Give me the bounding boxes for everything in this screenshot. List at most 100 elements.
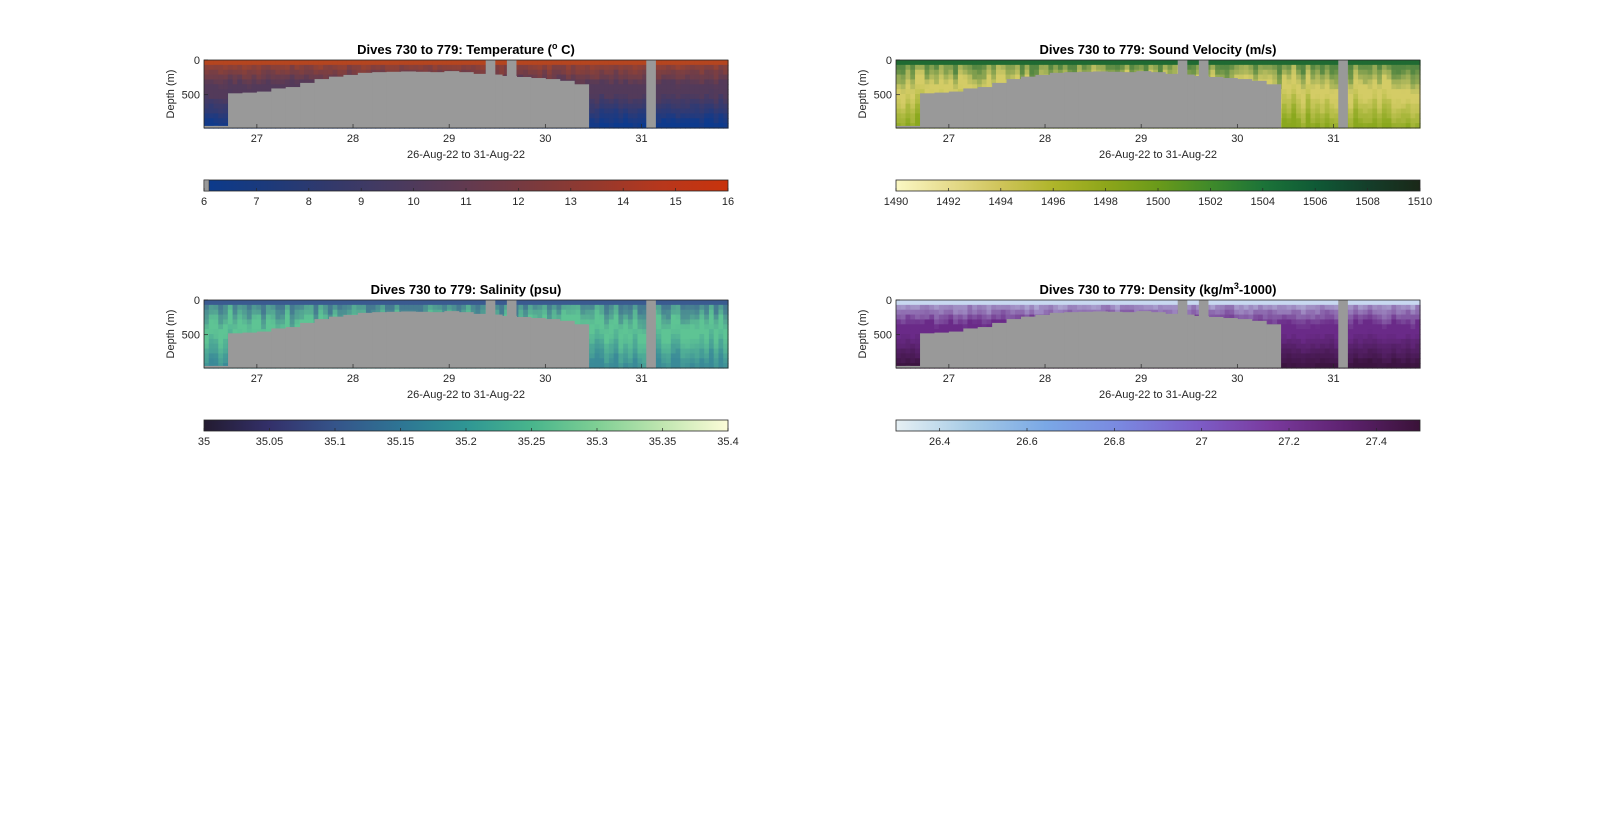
heatmap-cell: [1277, 60, 1283, 66]
heatmap-cell: [704, 60, 710, 66]
heatmap-cell: [685, 108, 691, 115]
colorbar-tick-label: 8: [306, 196, 312, 208]
heatmap-cell: [542, 69, 548, 76]
seafloor-step: [1093, 71, 1109, 128]
heatmap-cell: [232, 69, 238, 76]
heatmap-cell: [337, 309, 343, 316]
heatmap-cell: [1377, 123, 1383, 129]
heatmap-cell: [708, 343, 715, 350]
heatmap-cell: [1210, 64, 1216, 71]
heatmap-cell: [227, 329, 234, 335]
heatmap-cell: [1224, 74, 1231, 81]
heatmap-cell: [627, 338, 634, 345]
heatmap-cell: [223, 324, 229, 330]
heatmap-cell: [246, 89, 253, 95]
heatmap-cell: [1319, 64, 1326, 71]
heatmap-cell: [256, 304, 262, 311]
heatmap-cell: [661, 329, 667, 335]
heatmap-cell: [637, 358, 643, 364]
heatmap-cell: [637, 69, 643, 76]
heatmap-cell: [589, 69, 596, 76]
heatmap-cell: [900, 300, 907, 306]
heatmap-cell: [1281, 94, 1288, 100]
heatmap-cell: [627, 358, 634, 364]
heatmap-cell: [608, 103, 615, 110]
heatmap-cell: [627, 84, 634, 90]
heatmap-cell: [265, 84, 272, 90]
colorbar-tick-label: 1500: [1146, 196, 1170, 208]
heatmap-cell: [1410, 113, 1416, 119]
heatmap-cell: [704, 98, 710, 105]
heatmap-cell: [1334, 118, 1340, 124]
heatmap-cell: [708, 334, 715, 340]
heatmap-cell: [599, 304, 605, 311]
heatmap-cell: [275, 324, 281, 330]
heatmap-cell: [208, 94, 215, 100]
heatmap-cell: [232, 319, 238, 325]
heatmap-cell: [613, 103, 620, 110]
heatmap-cell: [618, 64, 624, 71]
heatmap-cell: [1115, 64, 1121, 71]
heatmap-cell: [905, 363, 911, 369]
heatmap-cell: [1315, 113, 1321, 119]
heatmap-cell: [546, 64, 553, 71]
heatmap-cell: [1158, 64, 1164, 71]
heatmap-cell: [1381, 89, 1388, 95]
heatmap-cell: [1377, 60, 1383, 66]
seafloor-step: [256, 331, 272, 368]
heatmap-cell: [991, 69, 997, 76]
heatmap-cell: [704, 94, 710, 100]
heatmap-cell: [213, 329, 219, 335]
heatmap-cell: [1391, 74, 1397, 81]
heatmap-cell: [957, 60, 964, 66]
heatmap-cell: [218, 348, 224, 355]
heatmap-cell: [575, 69, 581, 76]
heatmap-cell: [208, 74, 215, 81]
heatmap-cell: [1305, 94, 1312, 100]
heatmap-cell: [1034, 60, 1040, 66]
temperature-chart: Dives 730 to 779: Temperature (o C)27 28 2…: [165, 41, 734, 208]
heatmap-cell: [934, 74, 940, 81]
heatmap-cell: [718, 60, 724, 66]
heatmap-cell: [251, 309, 257, 316]
heatmap-cell: [575, 309, 581, 316]
heatmap-cell: [991, 79, 997, 85]
heatmap-cell: [1310, 123, 1316, 129]
heatmap-cell: [627, 69, 634, 76]
x-tick-label: 31: [635, 133, 647, 145]
heatmap-cell: [661, 89, 667, 95]
heatmap-cell: [1358, 118, 1364, 124]
heatmap-cell: [1286, 79, 1292, 85]
heatmap-cell: [670, 309, 677, 316]
heatmap-cell: [608, 353, 615, 359]
heatmap-cell: [342, 64, 348, 71]
heatmap-cell: [943, 74, 949, 81]
heatmap-cell: [342, 300, 348, 306]
heatmap-cell: [915, 329, 921, 335]
heatmap-cell: [213, 94, 219, 100]
heatmap-cell: [1396, 94, 1402, 100]
heatmap-cell: [623, 64, 629, 71]
heatmap-cell: [1215, 64, 1221, 71]
heatmap-cell: [637, 98, 643, 105]
heatmap-cell: [910, 74, 916, 81]
heatmap-cell: [1372, 118, 1378, 124]
heatmap-cell: [566, 309, 572, 316]
heatmap-cell: [670, 123, 677, 129]
seafloor-step: [920, 93, 935, 128]
heatmap-cell: [1324, 123, 1331, 129]
heatmap-cell: [594, 348, 600, 355]
heatmap-cell: [575, 314, 581, 321]
heatmap-cell: [246, 300, 253, 306]
heatmap-cell: [896, 123, 902, 129]
heatmap-cell: [542, 309, 548, 316]
heatmap-cell: [938, 309, 945, 316]
heatmap-cell: [1391, 98, 1397, 105]
heatmap-cell: [713, 94, 720, 100]
heatmap-cell: [604, 314, 610, 321]
heatmap-cell: [223, 343, 229, 350]
heatmap-cell: [1391, 108, 1397, 115]
heatmap-cell: [1386, 123, 1393, 129]
heatmap-cell: [632, 348, 639, 355]
seafloor-step: [242, 92, 258, 128]
